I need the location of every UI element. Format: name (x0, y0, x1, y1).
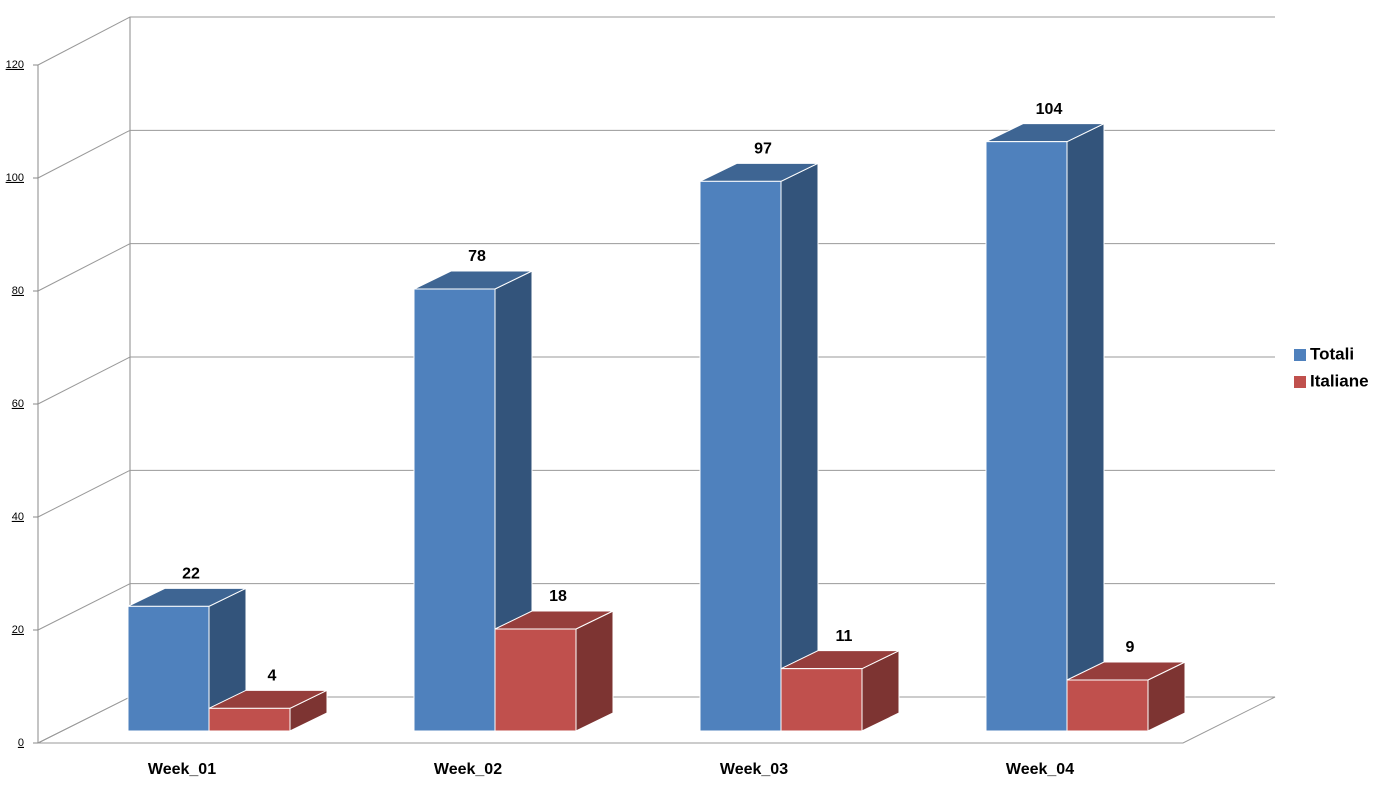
bar (494, 610, 614, 732)
grid-line (37, 469, 1275, 518)
y-tick-label: 120 (6, 59, 24, 71)
bar-front (985, 141, 1068, 732)
y-tick-label: 20 (12, 624, 24, 636)
data-label: 4 (268, 668, 277, 685)
legend-swatch (1294, 349, 1306, 361)
data-label: 18 (549, 588, 567, 605)
bar-side (780, 162, 819, 732)
bar-side (575, 610, 614, 732)
bar (208, 689, 328, 732)
bar-front (1066, 679, 1149, 732)
bar (985, 122, 1105, 732)
bar-front (413, 288, 496, 732)
grid-line (37, 16, 1275, 66)
data-label: 78 (468, 248, 486, 265)
data-label: 11 (836, 628, 853, 645)
y-tick-label: 40 (12, 511, 24, 523)
data-label: 9 (1126, 639, 1135, 656)
grid-line (37, 356, 1275, 405)
legend-label: Italiane (1310, 371, 1369, 390)
bar (780, 649, 900, 732)
data-label: 97 (754, 141, 772, 158)
grid-line (37, 129, 1275, 179)
grid-line (37, 243, 1275, 292)
y-tick-label: 100 (6, 172, 24, 184)
bar-front (780, 668, 863, 732)
x-tick-label: Week_01 (148, 761, 216, 778)
y-tick-label: 0 (18, 737, 24, 749)
y-tick-label: 80 (12, 285, 24, 297)
bar-front (127, 605, 210, 732)
bar (1066, 661, 1186, 732)
x-tick-label: Week_04 (1006, 761, 1074, 778)
x-tick-label: Week_03 (720, 761, 788, 778)
legend-swatch (1294, 376, 1306, 388)
grid-line (37, 583, 1275, 631)
legend-label: Totali (1310, 344, 1354, 363)
data-label: 104 (1036, 101, 1063, 118)
y-tick-label: 60 (12, 398, 24, 410)
data-label: 22 (182, 566, 200, 583)
bar-front (699, 180, 782, 732)
bar-side (1066, 122, 1105, 732)
bar (699, 162, 819, 732)
x-tick-label: Week_02 (434, 761, 502, 778)
bar-front (494, 628, 577, 732)
bar-front (208, 707, 291, 732)
